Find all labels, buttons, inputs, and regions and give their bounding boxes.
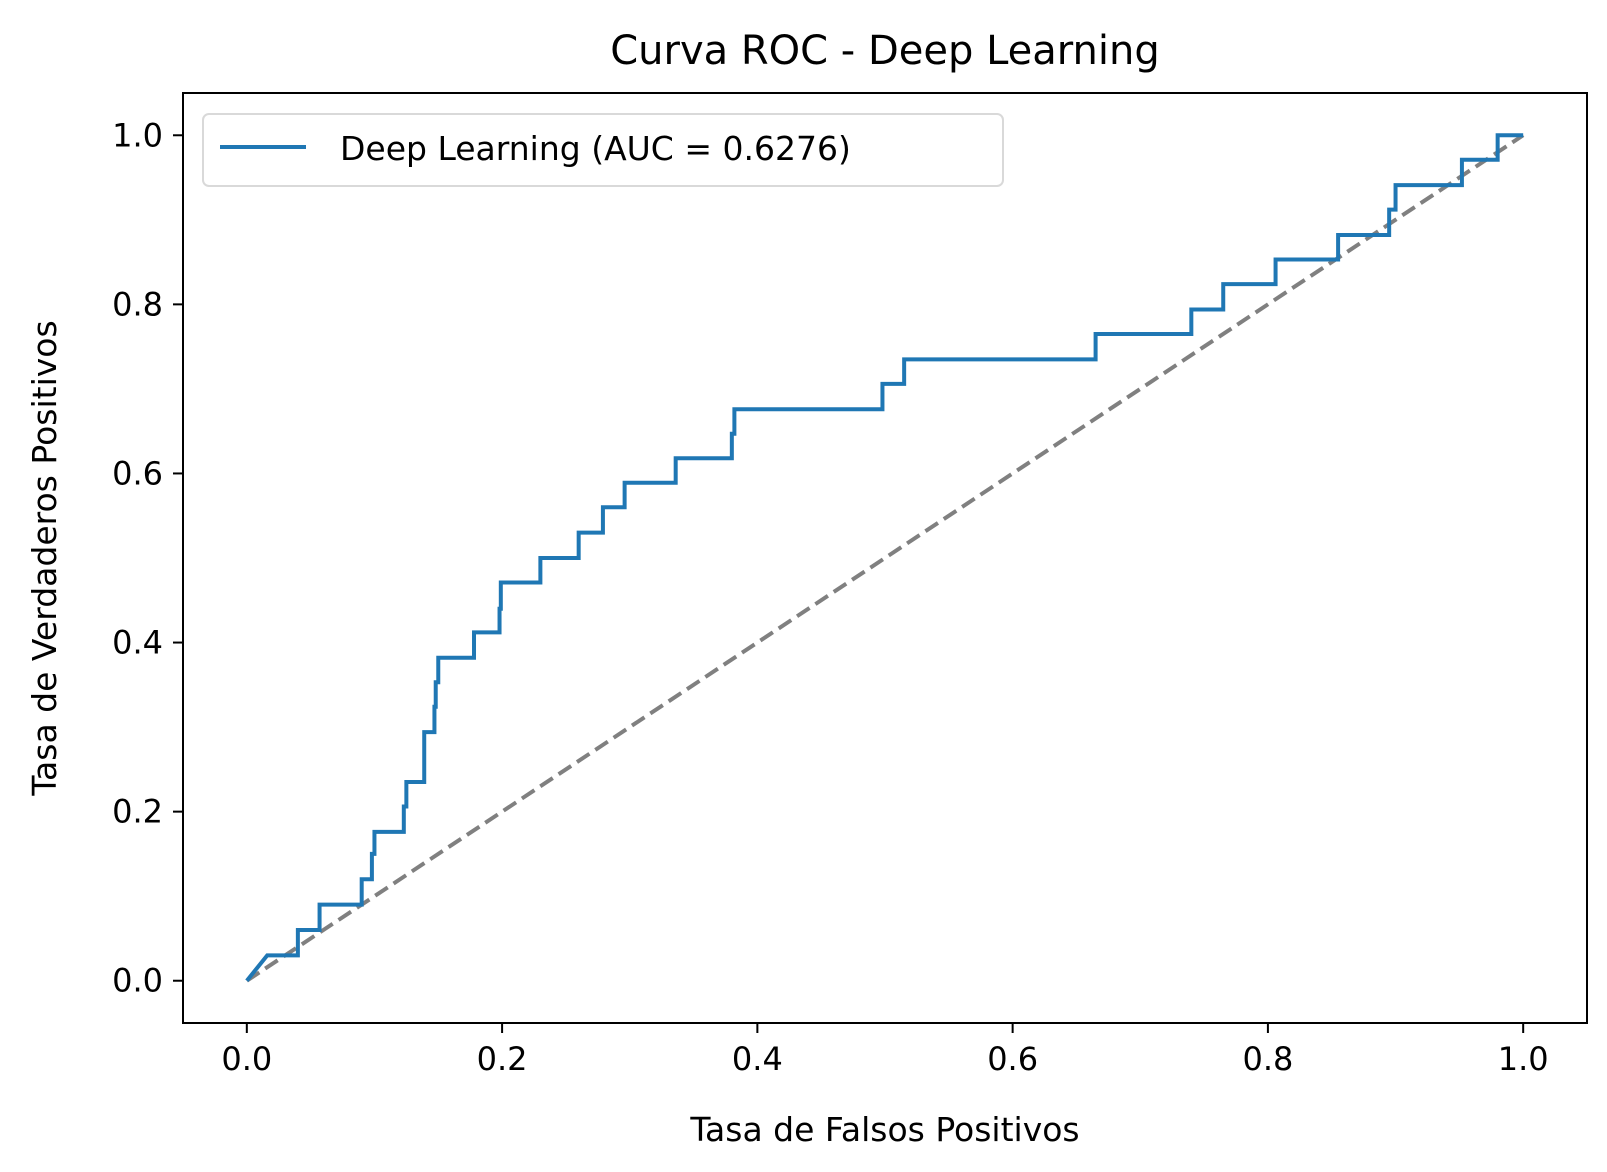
y-tick-label: 0.6 (112, 454, 163, 492)
y-tick-label: 0.4 (112, 624, 163, 662)
y-tick-label: 0.8 (112, 285, 163, 323)
x-axis-label: Tasa de Falsos Positivos (689, 1110, 1079, 1149)
x-tick-label: 1.0 (1498, 1040, 1549, 1078)
legend-label-deep-learning: Deep Learning (AUC = 0.6276) (340, 129, 851, 168)
y-axis-ticks: 0.0 0.2 0.4 0.6 0.8 1.0 (112, 116, 183, 1000)
legend-box (202, 113, 1004, 187)
chart-title: Curva ROC - Deep Learning (610, 28, 1159, 74)
chance-diagonal-line (245, 133, 1525, 983)
x-axis-ticks: 0.0 0.2 0.4 0.6 0.8 1.0 (221, 1023, 1549, 1078)
legend: Deep Learning (AUC = 0.6276) (202, 113, 1004, 187)
x-tick-label: 0.2 (477, 1040, 528, 1078)
roc-curve-line (245, 133, 1524, 982)
x-tick-label: 0.0 (221, 1040, 272, 1078)
series-layer (245, 133, 1525, 983)
y-tick-label: 1.0 (112, 116, 163, 154)
x-tick-label: 0.6 (987, 1040, 1038, 1078)
x-tick-label: 0.8 (1242, 1040, 1293, 1078)
y-axis-label: Tasa de Verdaderos Positivos (25, 320, 64, 796)
y-tick-label: 0.0 (112, 962, 163, 1000)
x-tick-label: 0.4 (732, 1040, 783, 1078)
y-tick-label: 0.2 (112, 793, 163, 831)
plot-frame (182, 92, 1588, 1024)
